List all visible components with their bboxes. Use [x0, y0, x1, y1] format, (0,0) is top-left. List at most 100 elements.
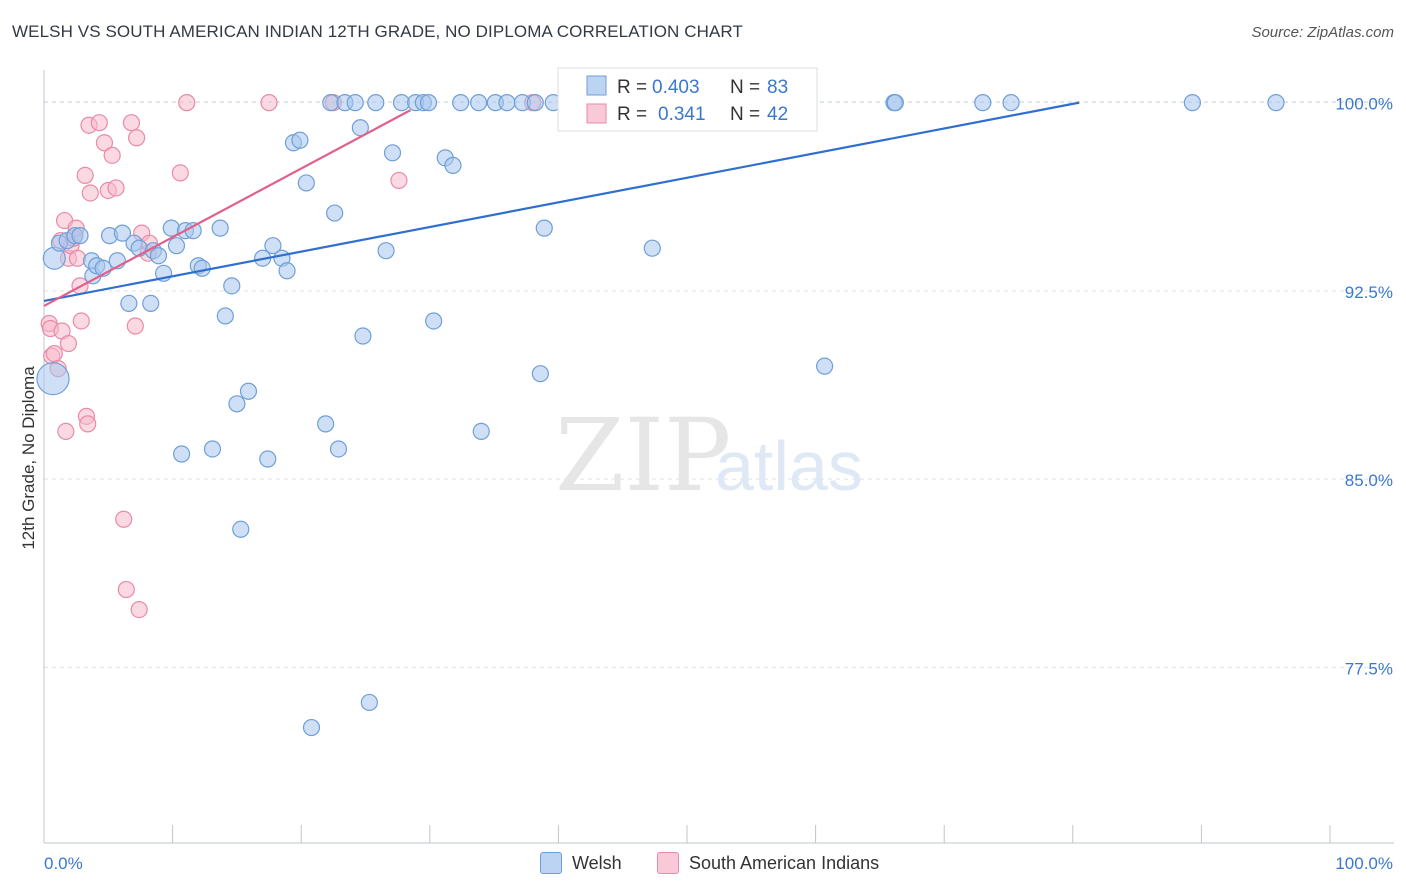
south-american-indian-point [127, 129, 146, 147]
watermark: ZIP atlas [555, 397, 863, 514]
south-american-indian-point [107, 179, 125, 197]
south-american-indian-trend-line [43, 109, 412, 307]
south-american-indian-point [68, 249, 87, 267]
welsh-point [142, 294, 160, 313]
south-american-indian-point [171, 164, 189, 182]
y-axis-label: 12th Grade, No Diploma [19, 366, 38, 550]
watermark-atlas: atlas [715, 427, 863, 505]
south-american-indian-point [103, 146, 121, 164]
welsh-point [71, 227, 89, 245]
welsh-point [346, 94, 364, 112]
welsh-point [377, 242, 395, 260]
welsh-point [425, 312, 443, 330]
welsh-point [498, 94, 516, 112]
welsh-point [259, 450, 277, 468]
legend-bottom: Welsh South American Indians [0, 852, 1406, 878]
legend-item-welsh: Welsh [540, 852, 622, 874]
south-american-indian-point [81, 184, 99, 202]
welsh-point [444, 156, 462, 174]
legend-n-label: N = [730, 77, 760, 98]
legend-swatch-welsh [586, 75, 607, 96]
south-american-indian-point [130, 600, 148, 619]
south-american-indian-point [126, 317, 144, 335]
welsh-point [526, 94, 544, 112]
welsh-point [232, 520, 250, 538]
welsh-point [167, 237, 186, 255]
welsh-point [130, 239, 148, 257]
welsh-trend-line [43, 101, 1080, 302]
south-american-indian-point [76, 166, 94, 185]
axes: 77.5% 85.0% 92.5% 100.0% 0.0% 100.0% [43, 70, 1394, 873]
south-american-indian-point [390, 171, 408, 190]
south-american-indian-point [117, 580, 135, 599]
welsh-point [317, 415, 335, 433]
legend-label-welsh: Welsh [572, 852, 622, 873]
legend-label-sa: South American Indians [689, 852, 880, 873]
south-american-indian-point [95, 134, 114, 152]
legend-n-value: 83 [767, 77, 788, 98]
welsh-point [1002, 94, 1020, 112]
legend-item-sa: South American Indians [657, 852, 879, 874]
south-american-indian-point [122, 114, 141, 132]
welsh-point [470, 94, 488, 112]
source-label: Source: ZipAtlas.com [1251, 24, 1394, 41]
south-american-indian-point [57, 422, 75, 441]
welsh-point [452, 94, 470, 112]
welsh-point [886, 94, 904, 112]
welsh-point [531, 365, 549, 383]
legend-n-label: N = [730, 104, 760, 125]
y-tick-label: 85.0% [1345, 471, 1393, 490]
welsh-point [419, 94, 438, 112]
welsh-point [1183, 94, 1201, 112]
legend-r-value: 0.341 [658, 104, 706, 125]
legend-swatch-sa [586, 103, 607, 124]
welsh-point [302, 718, 321, 737]
welsh-point [816, 357, 834, 375]
welsh-point [228, 395, 246, 413]
welsh-point [291, 131, 309, 149]
x-tick-label: 0.0% [44, 854, 83, 873]
south-american-indian-point [90, 114, 108, 132]
welsh-point [329, 440, 348, 458]
welsh-point [36, 362, 70, 396]
welsh-point [383, 144, 402, 162]
x-tick-label: 100.0% [1335, 854, 1393, 873]
welsh-point [354, 327, 372, 345]
welsh-point [360, 693, 378, 712]
legend-r-label: R = [617, 104, 647, 125]
welsh-point [535, 219, 553, 237]
welsh-point [239, 382, 258, 400]
welsh-point [974, 94, 992, 112]
welsh-point [326, 204, 344, 222]
watermark-zip: ZIP [555, 397, 731, 514]
south-american-indian-point [260, 94, 278, 112]
welsh-point [193, 259, 211, 277]
welsh-point [472, 422, 490, 441]
welsh-point [278, 262, 296, 280]
welsh-point [297, 174, 315, 192]
south-american-indian-point [79, 415, 97, 433]
welsh-point [367, 94, 385, 112]
y-tick-label: 100.0% [1335, 95, 1393, 114]
welsh-point [223, 277, 241, 295]
legend-r-label: R = [617, 77, 647, 98]
legend-swatch-welsh [540, 852, 562, 874]
welsh-point [216, 307, 234, 325]
south-american-indian-point [115, 510, 133, 528]
welsh-point [643, 239, 661, 257]
south-american-indian-point [178, 94, 196, 112]
welsh-point [1267, 94, 1285, 112]
welsh-point [203, 440, 222, 458]
y-tick-label: 77.5% [1345, 659, 1393, 678]
welsh-point [113, 224, 132, 242]
legend-n-value: 42 [767, 104, 788, 125]
y-tick-label: 92.5% [1345, 283, 1393, 302]
legend-r-value: 0.403 [652, 77, 700, 98]
welsh-point [173, 445, 191, 463]
welsh-point [120, 294, 138, 313]
chart-title: WELSH VS SOUTH AMERICAN INDIAN 12TH GRAD… [12, 22, 743, 41]
welsh-point [264, 237, 282, 255]
trend-lines [43, 101, 1080, 307]
legend-swatch-sa [657, 852, 679, 874]
